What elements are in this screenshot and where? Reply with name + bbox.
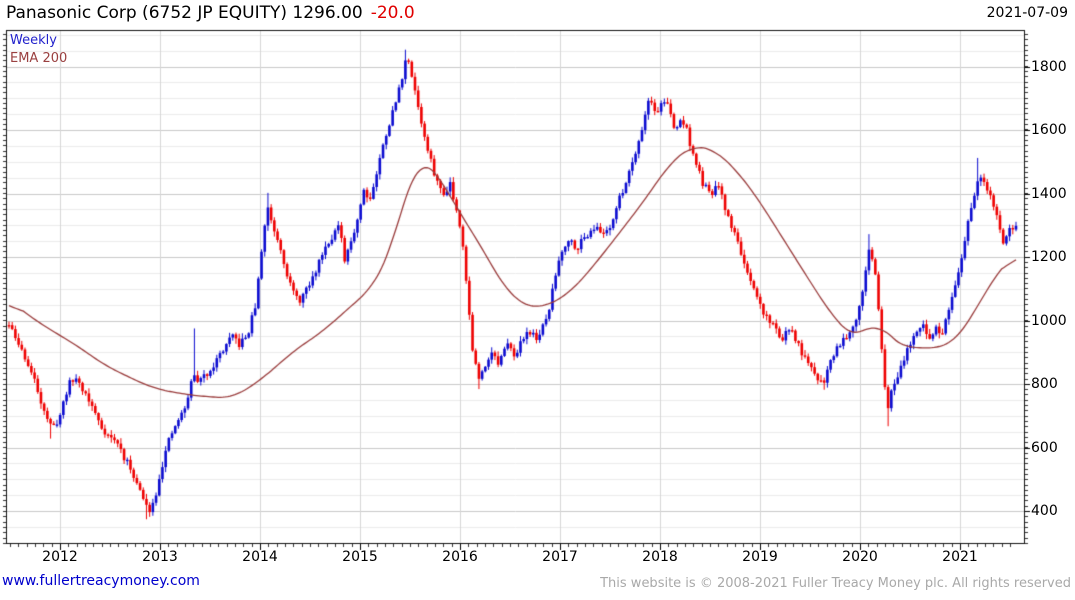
y-axis-tick-label: 800 — [1031, 376, 1058, 392]
x-axis-tick-label: 2018 — [642, 549, 678, 565]
x-axis-tick-label: 2016 — [442, 549, 478, 565]
y-axis-tick-label: 1800 — [1031, 58, 1067, 75]
legend-ema-label: EMA 200 — [10, 51, 68, 66]
chart-title-row: Panasonic Corp (6752 JP EQUITY) 1296.00-… — [6, 3, 415, 23]
x-axis-tick-label: 2017 — [542, 549, 578, 565]
price-change: -20.0 — [370, 3, 415, 23]
website-link[interactable]: www.fullertreacymoney.com — [2, 573, 200, 589]
y-axis-tick-label: 1000 — [1031, 312, 1067, 329]
x-axis-tick-label: 2013 — [142, 549, 178, 565]
x-axis-tick-label: 2015 — [342, 549, 378, 565]
x-axis-tick-label: 2012 — [42, 549, 78, 565]
y-axis-tick-label: 1600 — [1031, 122, 1067, 138]
copyright-text: This website is © 2008-2021 Fuller Treac… — [600, 576, 1071, 591]
x-axis-tick-label: 2014 — [242, 549, 278, 565]
y-axis-tick-label: 400 — [1031, 503, 1058, 519]
y-axis-tick-label: 1400 — [1031, 185, 1067, 202]
legend-weekly-label: Weekly — [10, 33, 57, 48]
chart-title: Panasonic Corp (6752 JP EQUITY) 1296.00 — [6, 3, 363, 23]
y-axis-tick-label: 600 — [1031, 439, 1058, 456]
y-axis-tick-label: 1200 — [1031, 249, 1067, 265]
chart-date: 2021-07-09 — [986, 5, 1068, 21]
x-axis-tick-label: 2020 — [842, 549, 878, 565]
x-axis-tick-label: 2021 — [942, 549, 978, 565]
x-axis-tick-label: 2019 — [742, 549, 778, 565]
